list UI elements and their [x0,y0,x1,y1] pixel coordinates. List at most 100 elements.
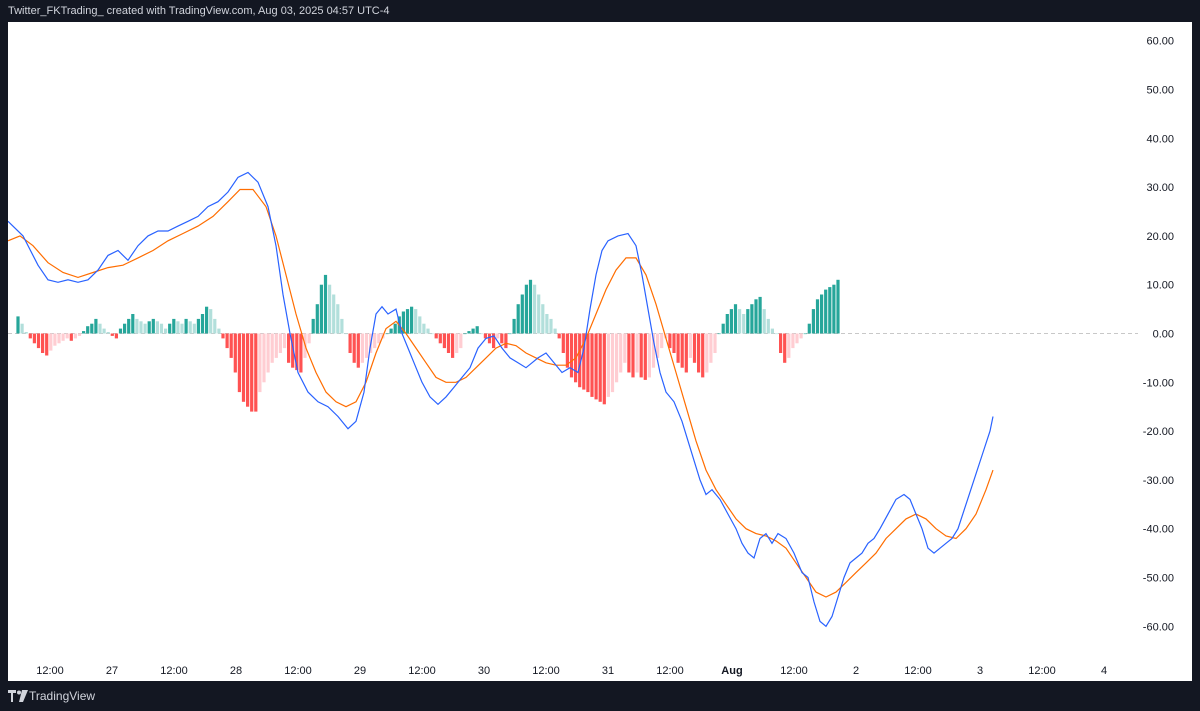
histogram-bar [541,304,545,334]
chart-panel[interactable]: 60.00 50.00 40.00 30.00 20.00 10.00 0.00 -10.00… [8,22,1192,681]
histogram-bar [582,333,586,390]
histogram-bar [623,333,627,363]
histogram-bar [159,323,164,334]
histogram-bar [49,333,53,351]
histogram-bar [635,333,639,373]
histogram-bar [820,294,824,334]
histogram-bar [139,321,143,334]
histogram-bar [770,328,774,334]
histogram-bar [53,333,57,346]
histogram-bar [520,294,524,334]
histogram-bar [483,333,487,339]
histogram-bar [217,328,221,334]
y-tick-label: -40.00 [1143,524,1174,536]
histogram-bar [512,318,516,334]
histogram-bar [328,284,332,334]
histogram-bar [701,333,705,378]
footer: TradingView [0,681,1200,711]
x-tick-label: 12:00 [656,665,684,677]
histogram-bar [676,333,680,363]
histogram-bar [168,323,172,334]
histogram-bar [754,299,758,334]
histogram-bar [746,309,750,334]
y-tick-label: 0.00 [1153,329,1174,341]
histogram-bar [508,333,512,335]
histogram-bar [287,333,291,363]
x-tick-label: 3 [977,665,983,677]
histogram-bar [225,333,229,349]
histogram-bar [586,333,590,393]
histogram-bar [32,333,36,344]
histogram-bar [364,333,369,358]
histogram-bar [578,333,582,388]
histogram-bar [57,333,61,344]
macd-histogram [16,274,840,412]
histogram-bar [274,333,278,358]
histogram-bar [307,333,311,344]
histogram-bar [475,326,479,334]
histogram-bar [725,314,729,334]
histogram-bar [705,333,709,373]
histogram-bar [200,314,205,334]
histogram-bar [750,304,754,334]
histogram-bar [598,333,602,402]
x-axis: 12:00 27 12:00 28 12:00 29 12:00 30 12:00 31 12:00… [36,665,1107,677]
histogram-bar [717,333,721,335]
histogram-bar [832,284,836,334]
histogram-bar [430,333,434,335]
histogram-bar [164,328,168,334]
histogram-bar [680,333,684,368]
histogram-bar [229,333,233,358]
histogram-bar [127,318,131,334]
histogram-bar [467,331,471,334]
histogram-bar [28,333,32,339]
histogram-bar [828,287,832,334]
tradingview-logo-icon[interactable] [8,690,28,702]
histogram-bar [360,333,364,363]
histogram-bar [278,333,282,353]
histogram-bar [410,306,414,334]
histogram-bar [692,333,697,363]
histogram-bar [340,318,344,334]
histogram-bar [311,318,315,334]
histogram-bar [729,309,733,334]
histogram-bar [455,333,459,353]
chart-header: Twitter_FKTrading_ created with TradingV… [0,0,1200,22]
brand-name[interactable]: TradingView [29,689,96,703]
x-tick-label: 29 [354,665,366,677]
histogram-bar [336,304,340,334]
histogram-bar [815,299,820,334]
histogram-bar [672,333,676,353]
histogram-bar [463,333,467,335]
y-tick-label: -60.00 [1143,621,1174,633]
histogram-bar [709,333,713,363]
y-tick-label: -30.00 [1143,475,1174,487]
histogram-bar [250,333,254,412]
histogram-bar [451,333,455,358]
histogram-bar [426,328,430,334]
histogram-bar [86,326,90,334]
histogram-bar [65,333,69,339]
histogram-bar [69,333,73,341]
histogram-bar [254,333,258,412]
histogram-bar [713,333,717,353]
histogram-bar [377,333,381,344]
histogram-bar [803,333,807,335]
histogram-bar [487,333,492,344]
histogram-bar [594,333,598,400]
histogram-bar [319,284,323,334]
histogram-bar [492,333,496,349]
macd-chart[interactable]: 60.00 50.00 40.00 30.00 20.00 10.00 0.00 -10.00… [8,22,1192,681]
histogram-bar [590,333,594,397]
histogram-bar [783,333,787,363]
histogram-bar [315,304,319,334]
x-tick-label: 12:00 [160,665,188,677]
y-tick-label: -20.00 [1143,426,1174,438]
histogram-bar [688,333,692,358]
histogram-bar [537,294,541,334]
histogram-bar [205,306,209,334]
histogram-bar [135,318,139,334]
histogram-bar [344,333,348,335]
histogram-bar [233,333,237,373]
x-tick-label: 12:00 [780,665,808,677]
